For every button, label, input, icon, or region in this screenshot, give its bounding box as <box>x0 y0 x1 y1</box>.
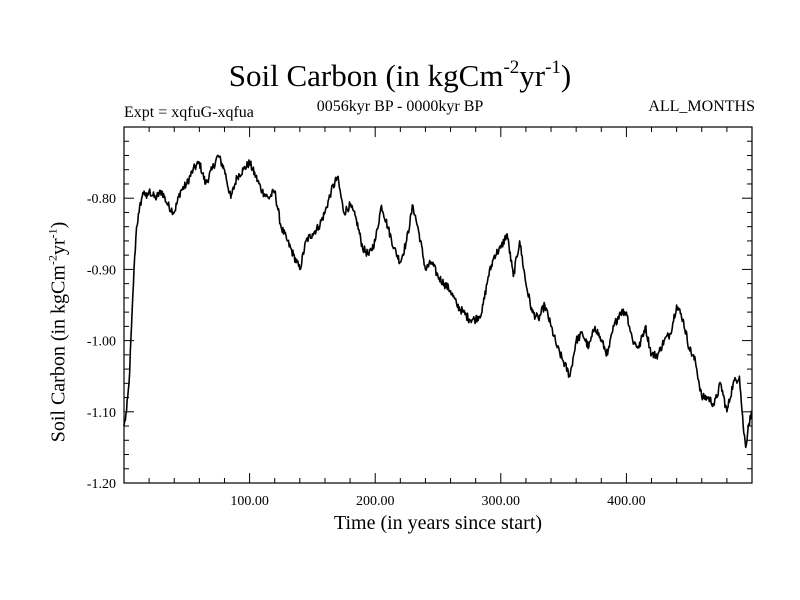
chart-title: Soil Carbon (in kgCm-2yr-1) <box>228 57 572 93</box>
x-tick-label: 300.00 <box>482 494 521 509</box>
experiment-label: Expt = xqfuG-xqfua <box>124 104 254 121</box>
y-tick-label: -1.00 <box>87 335 116 350</box>
plot-frame <box>123 126 753 484</box>
y-tick-label: -1.10 <box>87 406 116 421</box>
x-axis-label: Time (in years since start) <box>333 512 543 534</box>
y-axis-label: Soil Carbon (in kgCm-2yr-1) <box>45 221 70 443</box>
y-tick-label: -0.80 <box>87 192 116 207</box>
y-tick-label: -0.90 <box>87 263 116 278</box>
x-tick-label: 100.00 <box>230 494 269 509</box>
x-tick-label: 400.00 <box>607 494 646 509</box>
y-tick-label: -1.20 <box>87 477 116 492</box>
months-label: ALL_MONTHS <box>648 98 755 115</box>
series-line <box>123 154 753 449</box>
time-range-label: 0056kyr BP - 0000kyr BP <box>316 98 484 115</box>
x-tick-label: 200.00 <box>356 494 395 509</box>
